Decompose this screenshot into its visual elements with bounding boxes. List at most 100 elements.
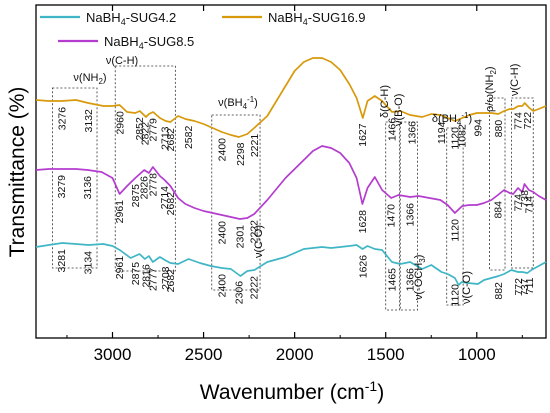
peak-label: 2961 [114,200,126,224]
peak-label: 1465 [387,268,399,292]
band-label-co2: ν(C-O) [461,271,473,304]
peak-label: 882 [493,282,505,300]
legend-item-sug8-5: NaBH4-SUG8.5 [58,34,194,51]
line-sug8-5 [35,145,547,220]
peak-label: 1082 [456,124,468,148]
peak-label: 2400 [216,221,228,245]
band-boxes [51,65,534,311]
x-tick-label: 2500 [185,345,223,364]
peak-label: 2222 [249,220,261,244]
peak-label: 2778 [147,173,159,197]
peak-label: 1120 [449,284,461,307]
peak-label: 714 [523,196,535,214]
band-group-labels: ν(NH2)ν(C-H)ν(BH4-1) δ(C-H) ν(B-O) δ(BH4-1)… [73,55,521,304]
plot-frame [35,4,547,339]
y-axis-label: Transmittance (%) [6,87,29,258]
line-sug4-2 [35,242,547,286]
peak-label: 711 [524,277,536,294]
band-label-bh4: ν(BH4-1) [218,95,258,111]
band-label-co1: ν(C-O) [253,225,265,258]
x-tick-label: 1500 [367,345,405,364]
band-label-och3: ν(-OCH3) [413,255,427,300]
peak-label: 722 [522,112,534,130]
box-dch-nbo [385,121,400,311]
peak-label: 884 [492,201,504,219]
x-axis: 3000 2500 2000 1500 1000 [66,5,523,364]
peak-label: 3134 [83,251,95,275]
peak-label: 2961 [114,256,126,280]
peak-label: 3281 [56,249,68,273]
peak-label: 2222 [249,276,261,300]
x-tick-label: 3000 [94,345,132,364]
legend: NaBH4-SUG4.2 NaBH4-SUG16.9 NaBH4-SUG8.5 [40,10,366,51]
peak-label: 774 [513,112,525,130]
line-sug16-9 [35,57,547,138]
peak-label: 1627 [357,123,369,147]
box-rho [489,97,506,271]
peak-label: 738 [519,190,531,208]
peak-label: 2400 [216,274,228,298]
band-label-nh2: ν(NH2) [73,72,106,86]
peak-label: 2960 [114,111,126,135]
legend-item-sug4-2: NaBH4-SUG4.2 [40,10,176,27]
peak-label: 772 [513,278,525,296]
peak-label: 880 [493,120,505,138]
band-label-nbo: ν(B-O) [393,94,405,126]
peak-label: 737 [519,278,531,296]
legend-label: NaBH4-SUG8.5 [104,34,194,51]
band-label-rho: ρ/ω(NH2) [484,66,498,112]
band-label-ch: ν(C-H) [106,55,138,67]
peak-label: 1194 [436,121,448,144]
peak-label: 2306 [233,281,245,305]
band-label-dch: δ(C-H) [379,85,391,118]
peak-label: 2816 [141,264,153,288]
band-label-ch2: ν(C-H) [509,64,521,96]
peak-label: 1626 [357,255,369,279]
peak-label: 1466 [386,118,398,142]
peak-label: 2682 [165,192,177,216]
peak-label: 2400 [216,138,228,162]
peak-label: 3136 [82,176,94,200]
peak-label: 3279 [56,175,68,199]
peak-label: 1470 [386,204,398,228]
legend-label: NaBH4-SUG4.2 [86,10,176,27]
peak-label: 2708 [160,266,172,290]
box-ch [114,65,176,272]
peak-label: 1628 [357,210,369,234]
peak-label: 3276 [57,107,69,131]
band-label-dbh4: δ(BH4-1) [432,111,472,127]
peak-label: 2582 [183,126,195,150]
peak-label: 2777 [148,268,160,292]
peak-label: 2822 [139,122,151,146]
peak-label: 2298 [235,142,247,166]
peak-label: 1120 [449,219,461,242]
peak-label: 1366 [405,268,417,292]
x-tick-label: 2000 [276,345,314,364]
peak-label: 774 [513,194,525,212]
peak-label: 2301 [234,225,246,249]
peak-label: 2852 [134,117,146,141]
peak-label: 2875 [130,262,142,286]
peak-label: 2875 [130,184,142,208]
x-tick-label: 1000 [458,345,496,364]
box-bh4 [211,114,261,291]
legend-item-sug16-9: NaBH4-SUG16.9 [222,10,366,27]
peak-label: 2682 [165,269,177,293]
box-dbh4 [446,127,464,306]
x-axis-label: Wavenumber (cm-1) [200,378,384,404]
legend-label: NaBH4-SUG16.9 [268,10,366,27]
box-nbo [399,121,418,311]
peak-label: 994 [472,119,484,137]
peak-label: 2779 [147,118,159,142]
peak-label: 3132 [83,109,95,133]
peak-label: 2713 [159,126,171,150]
peak-label: 1366 [405,203,417,227]
peak-label: 2714 [159,186,171,210]
peak-label: 2682 [165,128,177,152]
peak-label: 1120 [449,127,461,150]
series-lines [35,57,547,286]
peak-label: 2221 [249,134,261,158]
peak-label: 1366 [407,121,419,145]
